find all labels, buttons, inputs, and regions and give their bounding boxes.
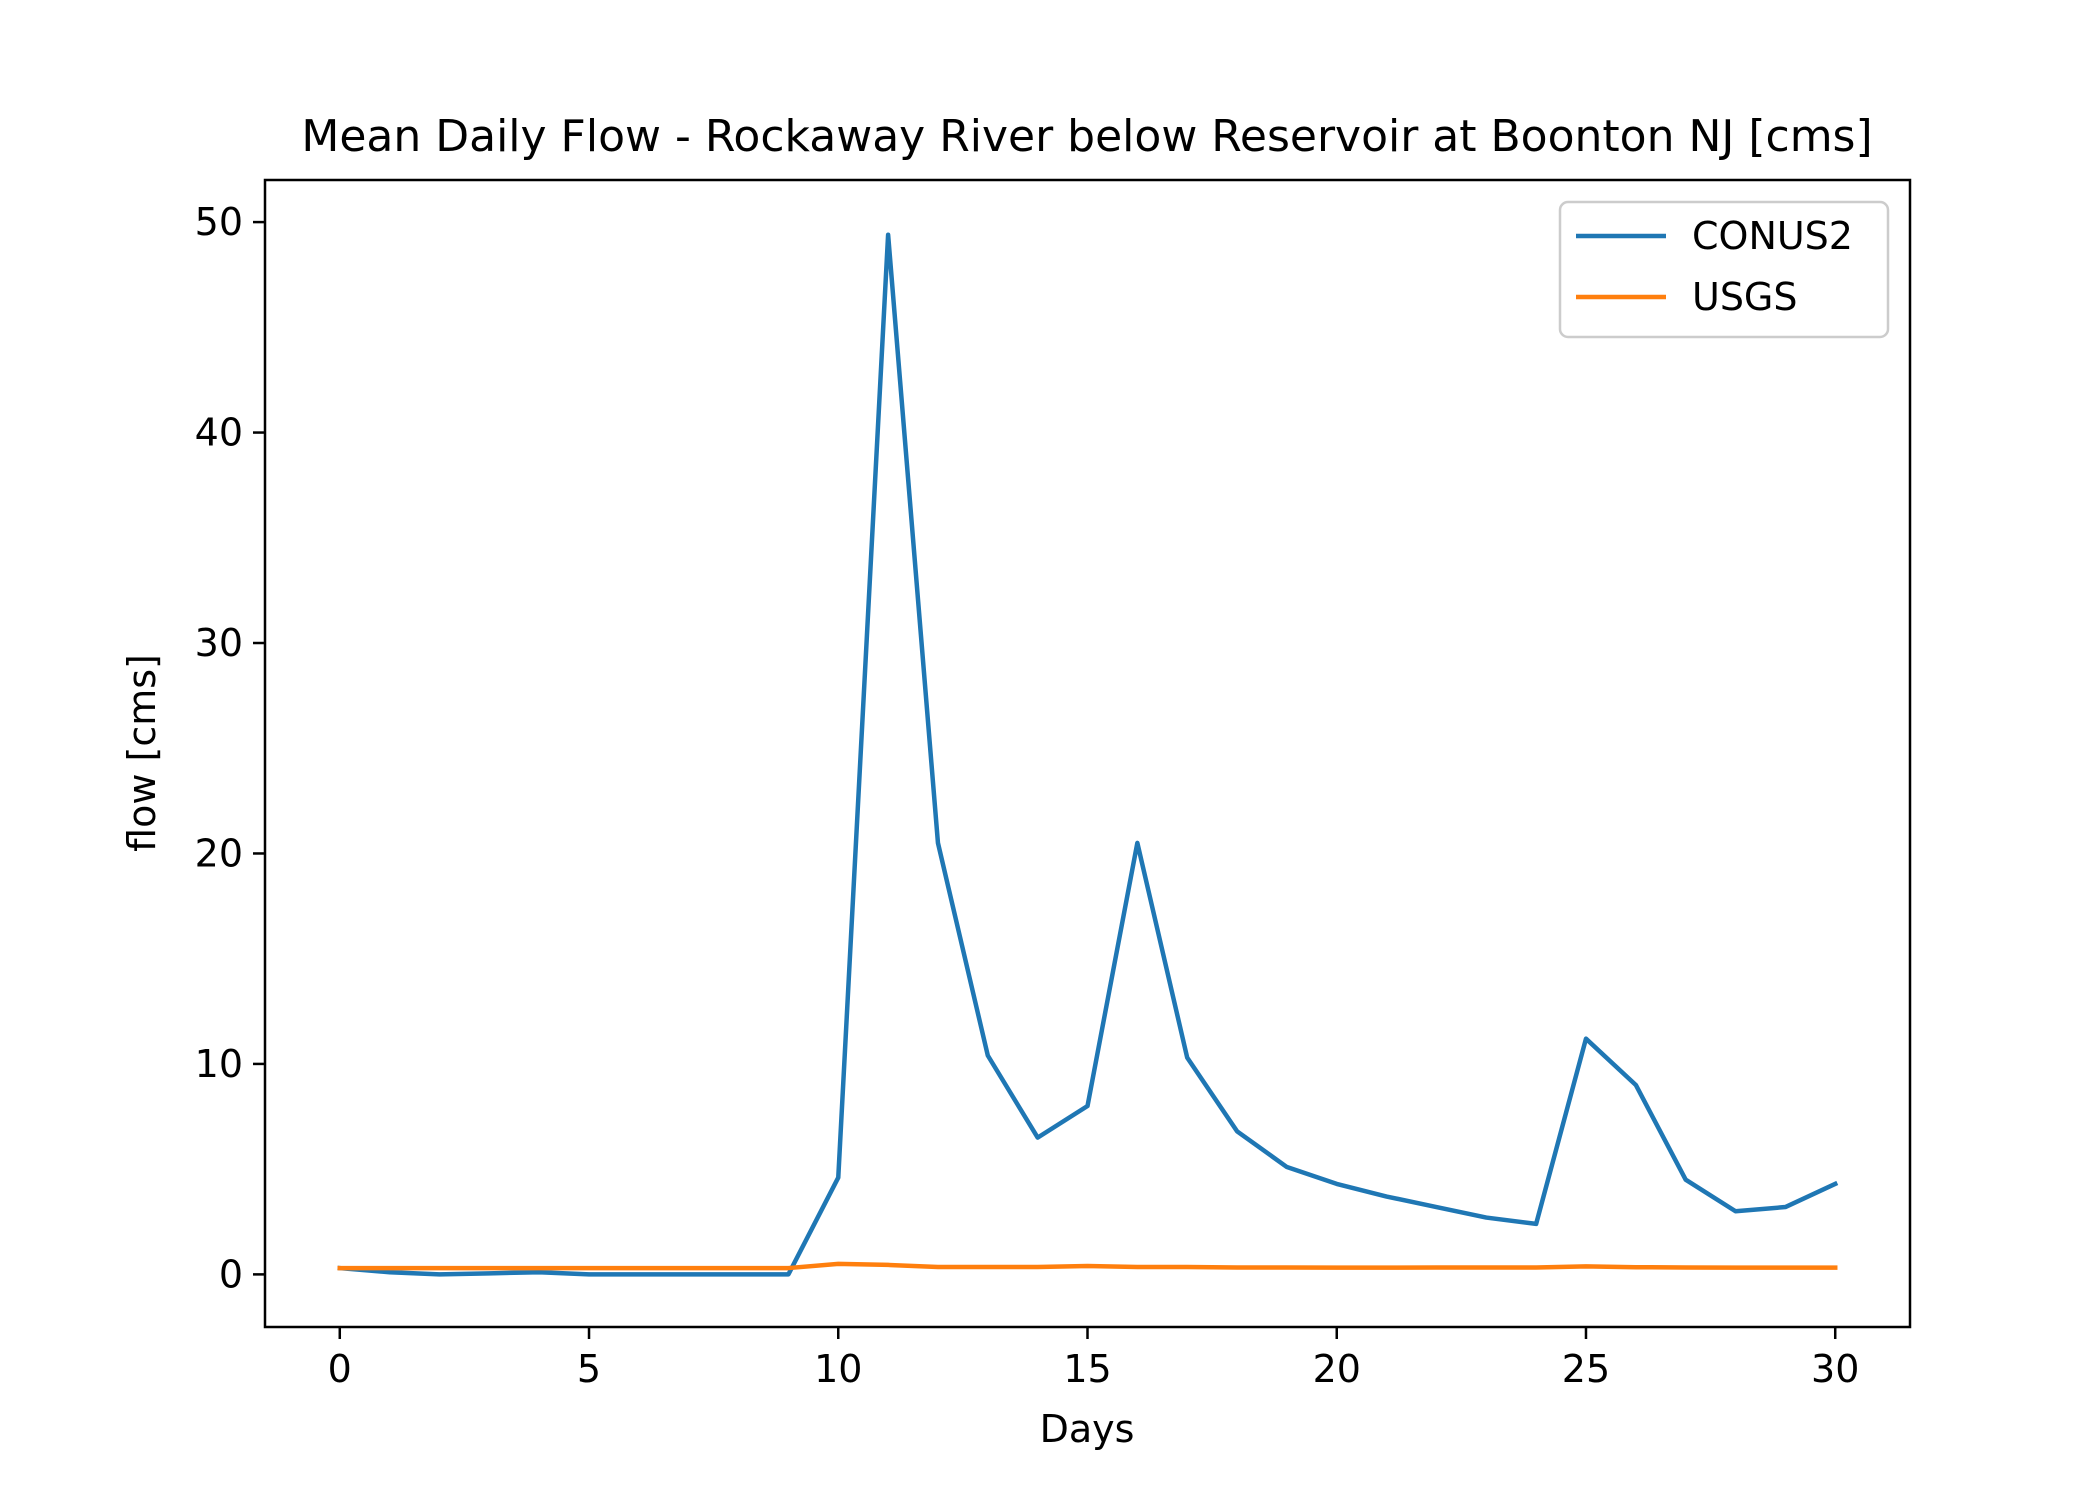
- legend: CONUS2 USGS: [1558, 200, 1890, 339]
- x-axis-label: Days: [1040, 1407, 1135, 1451]
- chart-title: Mean Daily Flow - Rockaway River below R…: [301, 111, 1872, 162]
- y-axis-ticks: 0 10 20 30 40 50: [195, 200, 265, 1296]
- x-axis-ticks: 0 5 10 15 20 25 30: [328, 1327, 1859, 1391]
- y-tick-label: 30: [195, 621, 243, 665]
- y-tick-label: 50: [195, 200, 243, 244]
- x-tick-label: 30: [1811, 1347, 1859, 1391]
- y-tick-label: 0: [219, 1252, 243, 1296]
- legend-label-usgs: USGS: [1692, 275, 1798, 319]
- series-lines: [337, 232, 1839, 1277]
- y-axis-label: flow [cms]: [120, 654, 164, 852]
- x-tick-label: 20: [1313, 1347, 1361, 1391]
- y-tick-label: 40: [195, 411, 243, 455]
- y-tick-label: 20: [195, 831, 243, 875]
- legend-label-conus2: CONUS2: [1692, 214, 1853, 258]
- series-line-conus2: [337, 232, 1839, 1277]
- x-tick-label: 25: [1562, 1347, 1610, 1391]
- x-tick-label: 5: [577, 1347, 601, 1391]
- y-tick-label: 10: [195, 1042, 243, 1086]
- x-tick-label: 10: [814, 1347, 862, 1391]
- series-line-usgs: [337, 1261, 1838, 1271]
- x-tick-label: 0: [328, 1347, 352, 1391]
- x-tick-label: 15: [1063, 1347, 1111, 1391]
